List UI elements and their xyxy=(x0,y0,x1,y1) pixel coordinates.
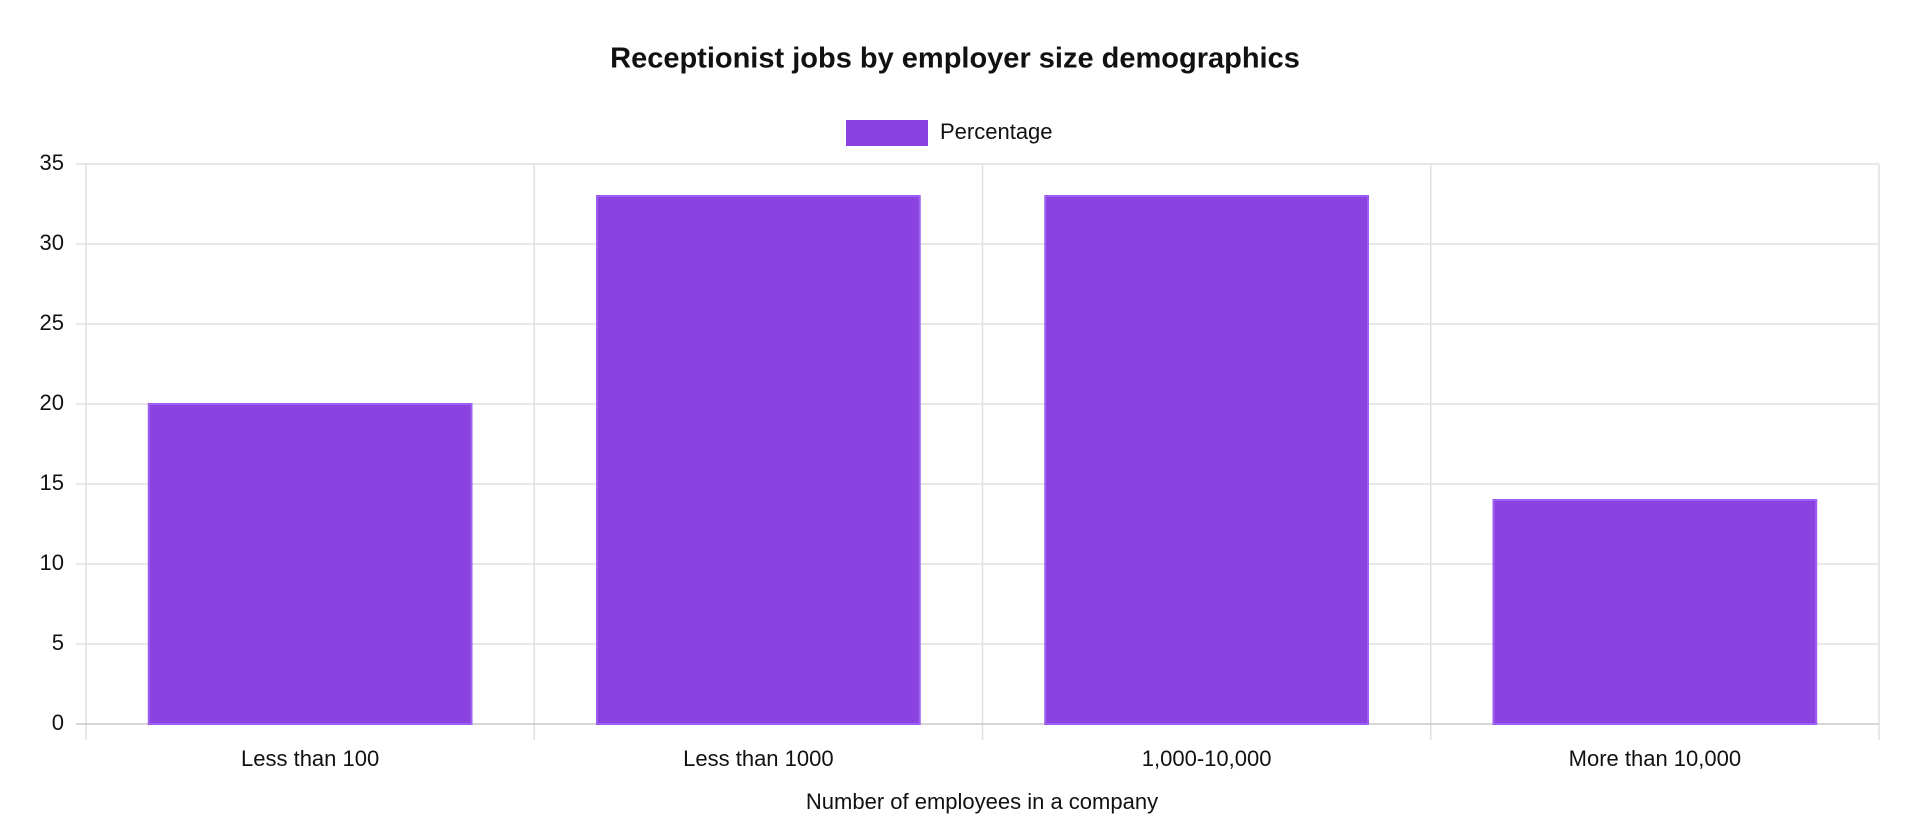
bar xyxy=(1492,499,1818,725)
y-tick-label: 30 xyxy=(40,230,64,255)
x-tick-label: More than 10,000 xyxy=(1569,746,1741,771)
chart-title: Receptionist jobs by employer size demog… xyxy=(610,43,1300,75)
y-tick-label: 5 xyxy=(52,630,64,655)
y-tick-label: 10 xyxy=(40,550,64,575)
bar xyxy=(1044,195,1369,725)
y-tick-label: 15 xyxy=(40,470,64,495)
bar xyxy=(147,403,473,725)
legend-label: Percentage xyxy=(940,119,1053,144)
y-tick-label: 0 xyxy=(52,710,64,735)
bar xyxy=(596,195,921,725)
x-tick-label: Less than 100 xyxy=(241,746,379,771)
x-axis-title: Number of employees in a company xyxy=(806,789,1158,814)
x-tick-label: Less than 1000 xyxy=(683,746,833,771)
y-tick-label: 20 xyxy=(40,390,64,415)
y-tick-label: 25 xyxy=(40,310,64,335)
legend-swatch xyxy=(846,120,928,146)
x-tick-label: 1,000-10,000 xyxy=(1142,746,1272,771)
y-tick-label: 35 xyxy=(40,150,64,175)
